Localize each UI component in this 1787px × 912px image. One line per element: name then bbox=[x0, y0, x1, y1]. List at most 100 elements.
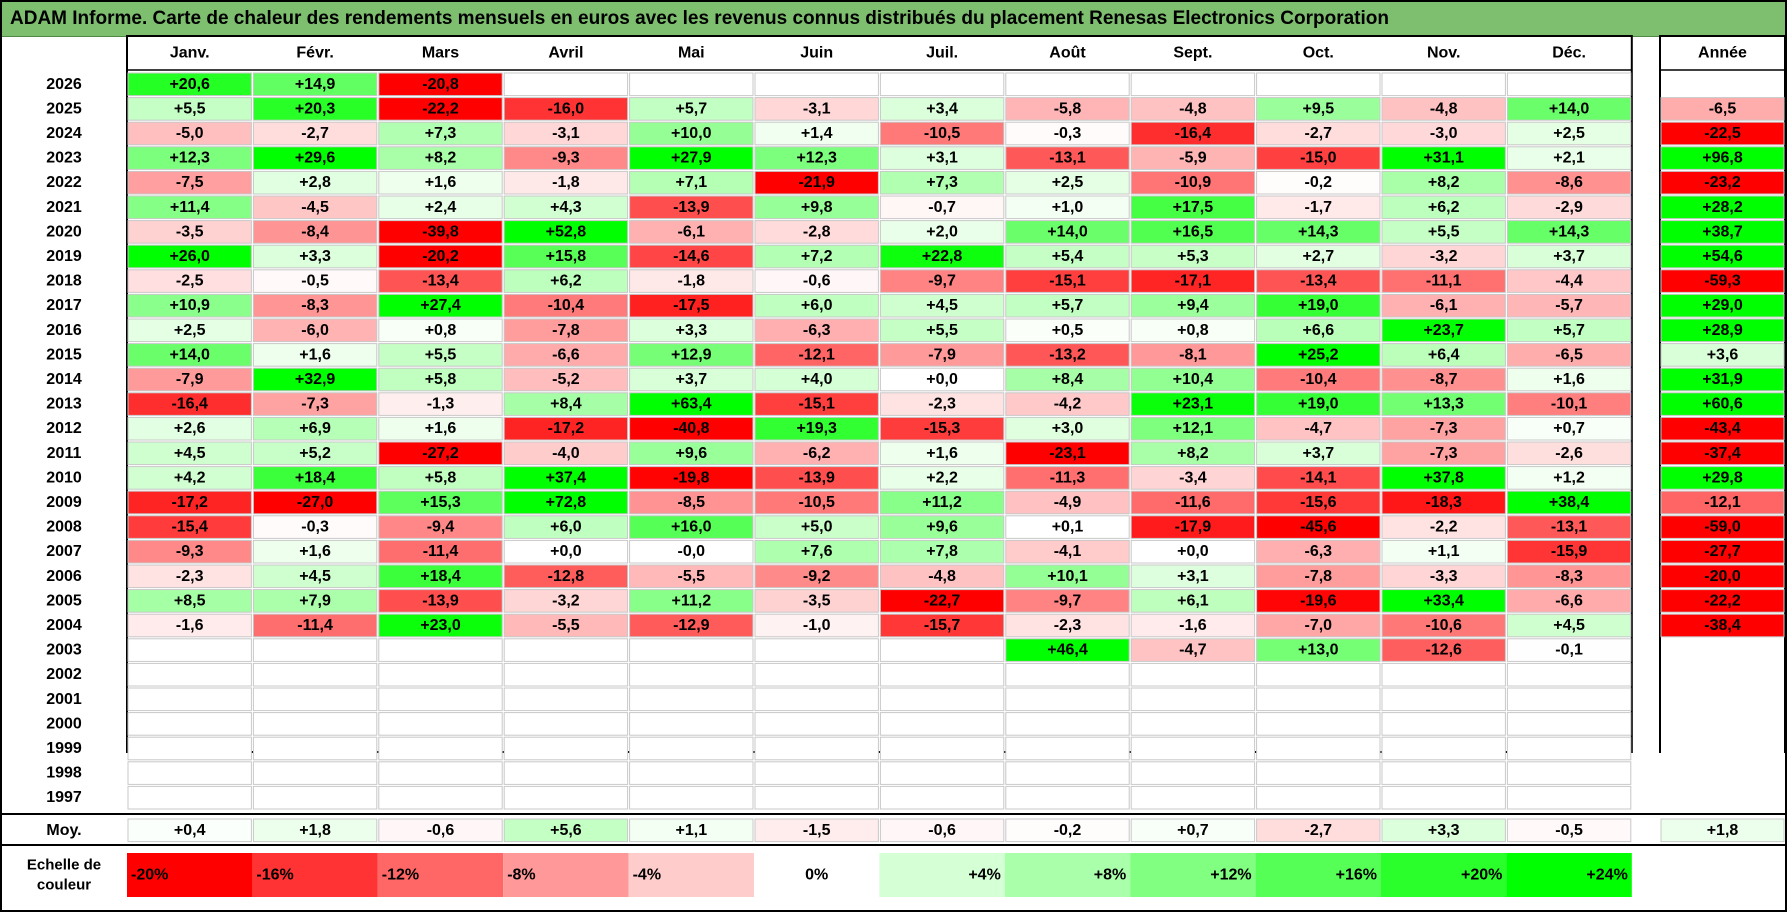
cell-value: -20,8 bbox=[422, 76, 459, 93]
year-label: 1999 bbox=[46, 740, 82, 757]
heatmap-cell bbox=[127, 343, 252, 367]
cell-value: -4,5 bbox=[301, 199, 329, 216]
heatmap-cell bbox=[1130, 343, 1256, 367]
heatmap-cell bbox=[503, 539, 629, 564]
scale-swatch bbox=[628, 853, 754, 897]
heatmap-cell bbox=[503, 736, 629, 761]
cell-value: +12,1 bbox=[1173, 420, 1214, 437]
year-label: 2017 bbox=[46, 297, 82, 314]
heatmap-cell bbox=[879, 121, 1005, 146]
heatmap-cell bbox=[1381, 170, 1506, 195]
cell-value: -27,0 bbox=[297, 494, 334, 511]
heatmap-cell bbox=[879, 72, 1005, 97]
cell-value: -9,3 bbox=[176, 543, 204, 560]
heatmap-cell bbox=[503, 515, 629, 539]
annual-cell bbox=[1661, 663, 1784, 686]
heatmap-cell bbox=[252, 367, 378, 392]
cell-value: -8,6 bbox=[1555, 174, 1583, 191]
cell-value: -19,8 bbox=[673, 469, 710, 486]
cell-value: -15,1 bbox=[798, 396, 835, 413]
average-cell bbox=[378, 818, 503, 843]
annual-value: +28,2 bbox=[1702, 199, 1743, 216]
cell-value: -15,6 bbox=[1300, 494, 1337, 511]
cell-value: +1,0 bbox=[1052, 199, 1084, 216]
cell-value: +5,2 bbox=[299, 445, 331, 462]
annual-cell bbox=[1660, 367, 1785, 392]
heatmap-cell bbox=[378, 343, 503, 367]
month-header: Avril bbox=[548, 45, 583, 62]
heatmap-cell bbox=[754, 613, 879, 638]
heatmap-cell bbox=[1005, 121, 1130, 146]
heatmap-cell bbox=[252, 195, 378, 220]
heatmap-cell bbox=[754, 121, 879, 146]
heatmap-cell bbox=[1256, 170, 1381, 195]
cell-value: -15,0 bbox=[1300, 150, 1337, 167]
cell-value: +0,7 bbox=[1553, 420, 1585, 437]
cell-value: -4,8 bbox=[1179, 100, 1207, 117]
year-label: 2010 bbox=[46, 469, 82, 486]
heatmap-cell bbox=[1005, 97, 1130, 121]
heatmap-cell bbox=[1256, 638, 1381, 662]
heatmap-cell bbox=[629, 195, 754, 220]
heatmap-cell bbox=[252, 564, 378, 589]
heatmap-cell bbox=[378, 736, 503, 761]
heatmap-cell bbox=[1381, 318, 1506, 343]
cell-value: +4,5 bbox=[926, 297, 958, 314]
cell-value: -10,6 bbox=[1425, 617, 1462, 634]
cell-value: -15,3 bbox=[924, 420, 961, 437]
cell-value: +14,3 bbox=[1549, 223, 1590, 240]
heatmap-cell bbox=[754, 146, 879, 170]
heatmap-cell bbox=[378, 785, 503, 810]
heatmap-cell bbox=[127, 146, 252, 170]
title-bar: ADAM Informe. Carte de chaleur des rende… bbox=[0, 0, 1787, 37]
heatmap-cell bbox=[503, 121, 629, 146]
heatmap-cell bbox=[629, 638, 754, 662]
cell-value: +6,0 bbox=[550, 519, 582, 536]
cell-value: -22,2 bbox=[422, 100, 459, 117]
average-value: -2,7 bbox=[1305, 822, 1333, 839]
heatmap-cell bbox=[1506, 687, 1632, 712]
cell-value: -3,4 bbox=[1179, 469, 1207, 486]
heatmap-cell bbox=[1381, 564, 1506, 589]
heatmap-cell bbox=[1256, 392, 1381, 416]
heatmap-cell bbox=[1256, 318, 1381, 343]
heatmap-cell bbox=[1381, 687, 1506, 712]
cell-value: +3,0 bbox=[1052, 420, 1084, 437]
annual-cell bbox=[1660, 244, 1785, 269]
annual-value: -59,0 bbox=[1704, 519, 1741, 536]
cell-value: +8,4 bbox=[550, 396, 582, 413]
cell-value: -0,6 bbox=[803, 273, 831, 290]
heatmap-cell bbox=[1005, 515, 1130, 539]
cell-value: -12,9 bbox=[673, 617, 710, 634]
cell-value: -10,1 bbox=[1551, 396, 1588, 413]
annual-value: +29,0 bbox=[1702, 297, 1743, 314]
heatmap-cell bbox=[252, 244, 378, 269]
cell-value: -27,2 bbox=[422, 445, 459, 462]
annual-cell bbox=[1661, 712, 1784, 736]
cell-value: -17,5 bbox=[673, 297, 710, 314]
heatmap-cell bbox=[252, 293, 378, 318]
cell-value: +7,3 bbox=[926, 174, 958, 191]
annual-header: Année bbox=[1698, 45, 1747, 62]
cell-value: +25,2 bbox=[1298, 346, 1339, 363]
heatmap-cell bbox=[252, 318, 378, 343]
heatmap-cell bbox=[1506, 293, 1632, 318]
scale-stop-label: +12% bbox=[1210, 867, 1251, 884]
heatmap-cell bbox=[1130, 662, 1256, 687]
heatmap-cell bbox=[127, 392, 252, 416]
cell-value: -3,0 bbox=[1430, 125, 1458, 142]
cell-value: +7,3 bbox=[425, 125, 457, 142]
annual-value: +28,9 bbox=[1702, 322, 1743, 339]
heatmap-cell bbox=[127, 416, 252, 441]
month-header: Nov. bbox=[1427, 45, 1460, 62]
cell-value: -1,7 bbox=[1305, 199, 1333, 216]
annual-cell bbox=[1660, 416, 1785, 441]
heatmap-cell bbox=[629, 318, 754, 343]
cell-value: -5,2 bbox=[552, 371, 580, 388]
heatmap-cell bbox=[879, 613, 1005, 638]
scale-swatch bbox=[1506, 853, 1632, 897]
heatmap-cell bbox=[1130, 589, 1256, 613]
heatmap-cell bbox=[754, 539, 879, 564]
cell-value: -11,6 bbox=[1175, 494, 1211, 511]
month-header: Sept. bbox=[1173, 45, 1212, 62]
